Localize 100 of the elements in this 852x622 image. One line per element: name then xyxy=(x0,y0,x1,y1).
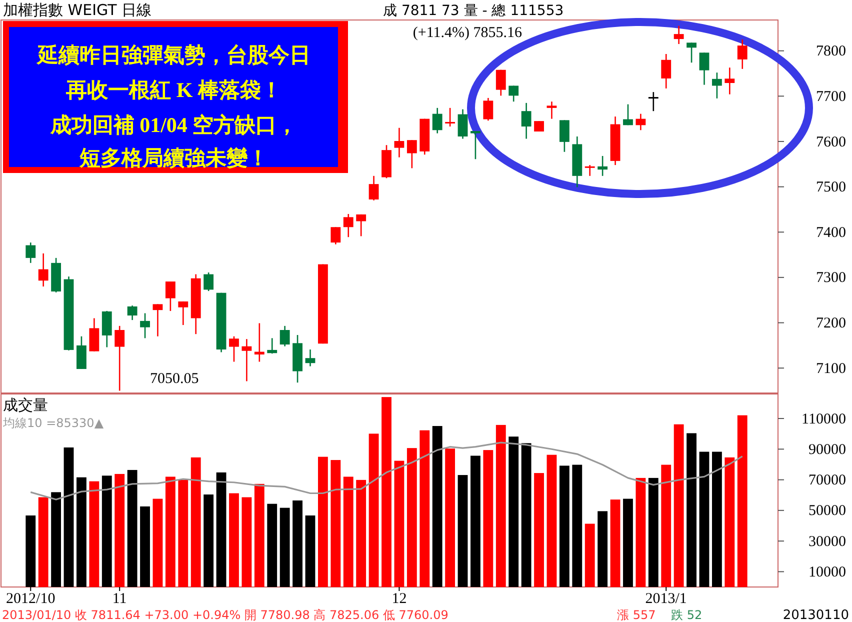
candlestick xyxy=(470,130,480,160)
bar xyxy=(382,397,392,587)
candlestick xyxy=(559,120,570,153)
candlestick xyxy=(445,107,456,128)
bar xyxy=(254,484,264,587)
bar xyxy=(178,480,188,587)
candlestick xyxy=(140,312,150,339)
bar xyxy=(280,508,290,587)
bar xyxy=(368,434,379,587)
y-tick-label: 7100 xyxy=(816,360,846,377)
bar xyxy=(432,426,442,587)
bar xyxy=(686,433,696,587)
bar xyxy=(242,497,252,587)
bar xyxy=(598,511,608,587)
candlestick xyxy=(661,53,672,90)
candlestick xyxy=(712,72,722,100)
annotation: 短多格局續強未變！ xyxy=(78,146,268,170)
bar xyxy=(610,500,620,587)
bar xyxy=(267,504,278,587)
y-tick-label: 10000 xyxy=(808,564,846,580)
y-tick-label: 50000 xyxy=(808,503,846,520)
candlestick xyxy=(724,66,735,95)
candlestick xyxy=(229,336,239,362)
candlestick xyxy=(76,336,86,370)
bar xyxy=(546,454,557,587)
candlestick xyxy=(127,304,138,321)
x-tick-label: 12 xyxy=(392,591,407,607)
candlestick xyxy=(674,25,684,45)
text: 漲 557 xyxy=(617,608,656,622)
bar xyxy=(343,476,354,587)
bar xyxy=(190,457,201,587)
annotation: (+11.4%) 7855.16 xyxy=(412,25,522,41)
bar xyxy=(661,464,672,587)
bar xyxy=(216,472,226,587)
bar xyxy=(318,456,328,587)
text: 跌 52 xyxy=(671,608,702,622)
bar xyxy=(636,478,646,587)
y-tick-label: 7800 xyxy=(816,44,846,60)
chart-title: 成交量 xyxy=(3,396,48,414)
bar xyxy=(229,493,239,587)
text: 成 7811 73 量 - 總 111553 xyxy=(383,3,564,19)
y-tick-label: 70000 xyxy=(808,472,846,489)
bar xyxy=(38,497,48,587)
bar xyxy=(496,424,506,587)
bar xyxy=(572,464,582,587)
bar xyxy=(712,452,722,587)
candlestick xyxy=(432,107,442,134)
candlestick xyxy=(521,102,532,140)
bar xyxy=(470,456,480,587)
annotation: 再收一根紅 K 棒落袋！ xyxy=(65,78,282,102)
text: 2013/01/10 收 7811.64 +73.00 +0.94% 開 7780.98 高 7825.06 低 7760.09 xyxy=(2,608,448,622)
candlestick xyxy=(204,272,214,292)
candlestick xyxy=(623,104,633,126)
bar xyxy=(699,452,710,587)
y-tick-label: 30000 xyxy=(808,534,846,550)
annotation: 成功回補 01/04 空方缺口， xyxy=(49,113,298,137)
candlestick xyxy=(737,38,748,70)
bar xyxy=(521,443,532,587)
candlestick xyxy=(267,338,278,354)
candlestick xyxy=(406,139,417,169)
candlestick xyxy=(356,214,366,237)
candlestick xyxy=(686,42,696,64)
bar xyxy=(458,475,468,587)
bar xyxy=(356,480,366,587)
bar xyxy=(420,430,430,587)
candlestick xyxy=(368,175,379,202)
bar xyxy=(76,477,86,587)
candlestick xyxy=(584,164,595,177)
y-tick-label: 7700 xyxy=(816,88,846,105)
candlestick xyxy=(534,120,544,132)
bar xyxy=(165,476,176,587)
bar xyxy=(559,466,570,587)
bar xyxy=(330,460,341,587)
x-tick-label: 11 xyxy=(112,591,127,607)
candlestick xyxy=(89,318,100,352)
candlestick xyxy=(280,325,290,347)
bar xyxy=(89,481,100,587)
candlestick xyxy=(254,322,264,362)
candlestick xyxy=(114,325,125,392)
bar xyxy=(534,473,544,587)
bar xyxy=(127,470,138,587)
bar xyxy=(152,498,163,587)
text: 20130110 xyxy=(782,608,849,622)
bar xyxy=(102,476,112,587)
candlestick xyxy=(152,304,163,337)
annotation: 7050.05 xyxy=(150,371,199,387)
candlestick xyxy=(483,97,494,122)
annotation: 延續昨日強彈氣勢，台股今日 xyxy=(36,43,310,67)
bar xyxy=(204,494,214,587)
chart-title: 加權指數 WEIGT 日線 xyxy=(3,1,152,19)
candlestick xyxy=(546,100,557,120)
bar xyxy=(737,415,748,587)
candlestick xyxy=(242,338,252,382)
bar xyxy=(483,450,494,587)
bar xyxy=(674,424,684,587)
annotation: 均線10 =85330▲ xyxy=(2,416,104,430)
bar xyxy=(305,515,316,587)
bar xyxy=(51,492,62,587)
bar xyxy=(26,515,36,587)
candlestick xyxy=(38,252,48,288)
